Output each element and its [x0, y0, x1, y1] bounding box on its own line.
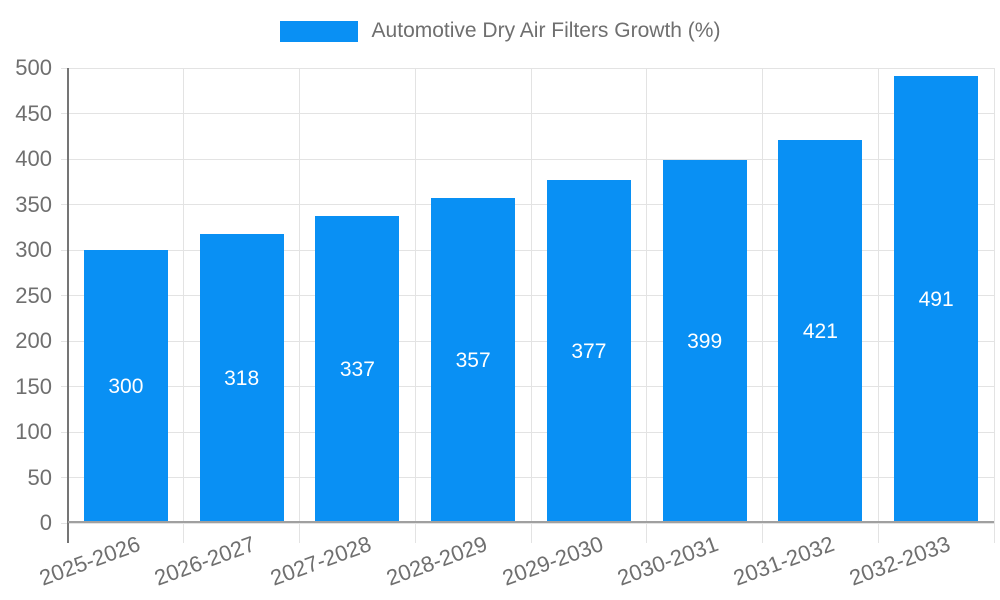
y-axis-tick-label: 300 [15, 237, 52, 262]
gridline-horizontal [61, 340, 994, 342]
x-axis-tick-label: 2028-2029 [382, 531, 491, 591]
legend-swatch[interactable] [279, 20, 358, 42]
x-axis-tick-label: 2027-2028 [267, 531, 375, 591]
y-axis-tick-label: 50 [27, 464, 52, 490]
gridline-vertical [762, 68, 763, 543]
gridline-horizontal [61, 67, 994, 69]
bar[interactable]: 318 [199, 233, 284, 523]
x-axis-tick-label: 2026-2027 [151, 531, 259, 591]
gridline-horizontal [61, 158, 994, 160]
y-axis-tick-label: 0 [39, 510, 52, 535]
bar[interactable]: 491 [894, 76, 979, 523]
gridline-horizontal [61, 386, 994, 387]
x-axis-tick-label: 2032-2033 [845, 531, 954, 591]
y-axis-tick-label: 150 [15, 373, 52, 399]
bar-value-label: 399 [687, 329, 723, 353]
bar-value-label: 337 [339, 358, 375, 382]
gridline-vertical [414, 68, 416, 543]
bar[interactable]: 337 [315, 216, 400, 523]
gridline-horizontal [61, 204, 994, 205]
x-axis-tick-label: 2031-2032 [730, 531, 838, 591]
gridline-horizontal [61, 522, 994, 524]
plot-area: 0 50 100 150 200 250 300 350 400 450 500 300 318 337 3… [15, 57, 995, 591]
y-axis-tick-label: 100 [15, 419, 52, 444]
bar-value-label: 491 [918, 288, 954, 312]
y-axis-tick-label: 250 [15, 282, 52, 308]
y-axis-line [67, 68, 69, 543]
gridline-vertical [877, 68, 879, 543]
bar[interactable]: 421 [778, 139, 863, 523]
x-axis-tick-label: 2025-2026 [35, 531, 144, 591]
bar-value-label: 318 [224, 366, 260, 390]
x-axis-tick-label: 2029-2030 [498, 531, 607, 591]
y-axis-tick-label: 500 [15, 55, 52, 80]
gridline-horizontal [61, 249, 994, 251]
y-axis-tick-label: 350 [15, 191, 52, 217]
legend: Automotive Dry Air Filters Growth (%) [0, 19, 1000, 43]
gridline-horizontal [61, 431, 994, 433]
bar[interactable]: 377 [546, 179, 631, 523]
bar[interactable]: 399 [662, 159, 747, 523]
bar-value-label: 357 [455, 349, 491, 373]
bar-value-label: 377 [571, 339, 607, 363]
y-axis-tick-label: 400 [15, 146, 52, 171]
bar[interactable]: 300 [83, 250, 168, 523]
x-axis-tick-label: 2030-2031 [614, 531, 722, 591]
gridline-vertical [646, 68, 648, 543]
y-axis-tick-label: 450 [15, 100, 52, 126]
x-axis-line [68, 521, 994, 523]
gridline-vertical [299, 68, 300, 543]
bar-value-label: 300 [108, 375, 144, 398]
gridline-vertical [993, 68, 995, 543]
bar-value-label: 421 [802, 319, 838, 343]
gridline-horizontal [61, 477, 994, 478]
y-axis-tick-label: 200 [15, 328, 52, 353]
gridline-horizontal [61, 295, 994, 296]
gridline-vertical [183, 68, 185, 543]
gridline-horizontal [61, 113, 994, 114]
legend-label[interactable]: Automotive Dry Air Filters Growth (%) [371, 19, 721, 42]
bar[interactable]: 357 [431, 198, 516, 523]
gridline-vertical [530, 68, 532, 543]
